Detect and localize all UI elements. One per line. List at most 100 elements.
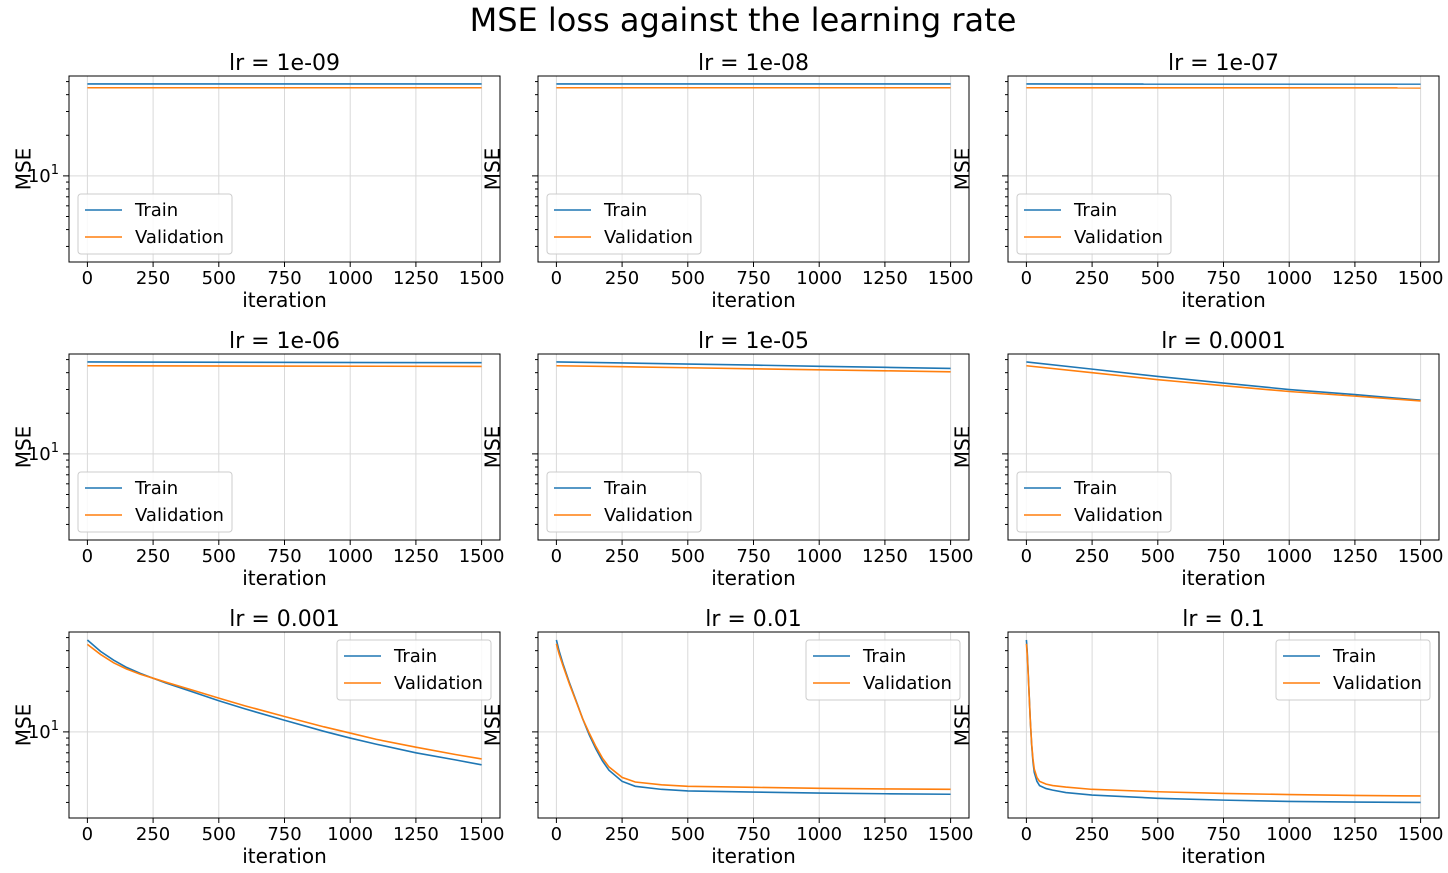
x-tick-label: 500 [671, 824, 705, 845]
y-tick-label: 101 [28, 163, 59, 187]
x-axis-label: iteration [711, 288, 796, 312]
subplot-title: lr = 1e-07 [1168, 51, 1279, 76]
legend-label-train: Train [1332, 646, 1376, 667]
x-tick-label: 500 [671, 546, 705, 567]
subplot-1: 0 250 500 750 1000 1250 1500 101 lr = 1e-09 itera… [12, 51, 505, 312]
legend-box [336, 639, 492, 701]
legend: Train Validation [77, 471, 233, 533]
legend: Train Validation [805, 639, 961, 701]
x-tick-label: 0 [1021, 546, 1032, 567]
x-tick-label: 750 [736, 268, 770, 289]
x-tick-label: 750 [1206, 268, 1240, 289]
legend-box [77, 471, 233, 533]
x-tick-label: 1000 [796, 546, 842, 567]
legend-box [546, 471, 702, 533]
subplot-7: 0 250 500 750 1000 1250 1500 101 lr = 0.001 itera… [12, 607, 505, 868]
legend: Train Validation [1275, 639, 1431, 701]
x-tick-label: 0 [82, 268, 93, 289]
x-tick-label: 750 [1206, 546, 1240, 567]
legend-label-validation: Validation [394, 673, 483, 694]
x-tick-label: 1250 [862, 546, 908, 567]
x-tick-label: 0 [82, 546, 93, 567]
x-axis-label: iteration [242, 844, 327, 868]
subplot-title: lr = 0.01 [705, 607, 802, 632]
legend-label-train: Train [134, 200, 178, 221]
y-tick-label: 101 [28, 719, 59, 743]
legend-box [805, 639, 961, 701]
x-tick-label: 1000 [796, 268, 842, 289]
x-tick-label: 1000 [1266, 546, 1312, 567]
legend-label-validation: Validation [1074, 505, 1163, 526]
x-tick-label: 1250 [393, 546, 439, 567]
x-tick-label: 250 [136, 268, 170, 289]
legend-box [1016, 471, 1172, 533]
x-tick-label: 500 [1141, 268, 1175, 289]
x-axis-label: iteration [242, 566, 327, 590]
x-tick-label: 0 [551, 824, 562, 845]
x-tick-label: 1500 [1398, 546, 1444, 567]
series-line-train [556, 361, 951, 370]
series-line-validation [556, 364, 951, 373]
x-tick-label: 1250 [393, 268, 439, 289]
x-tick-label: 1250 [1332, 824, 1378, 845]
x-tick-label: 1000 [327, 546, 373, 567]
x-tick-label: 1000 [1266, 268, 1312, 289]
subplot-title: lr = 1e-06 [229, 329, 340, 354]
x-tick-label: 500 [202, 824, 236, 845]
subplot-title: lr = 1e-05 [698, 329, 809, 354]
legend-label-train: Train [134, 478, 178, 499]
subplot-4: 0 250 500 750 1000 1250 1500 101 lr = 1e-06 itera… [12, 329, 505, 590]
series-line-train [86, 639, 482, 766]
legend-label-validation: Validation [1333, 673, 1422, 694]
subplot-title: lr = 1e-08 [698, 51, 809, 76]
x-tick-label: 0 [551, 546, 562, 567]
legend: Train Validation [77, 193, 233, 255]
series-line-validation [555, 643, 951, 791]
x-tick-label: 0 [82, 824, 93, 845]
x-tick-label: 250 [1075, 824, 1109, 845]
x-tick-label: 250 [605, 546, 639, 567]
x-tick-label: 750 [267, 824, 301, 845]
x-axis-label: iteration [711, 844, 796, 868]
legend-box [1275, 639, 1431, 701]
x-tick-label: 500 [202, 546, 236, 567]
legend: Train Validation [1016, 193, 1172, 255]
y-axis-label: MSE [951, 148, 975, 191]
x-tick-label: 250 [1075, 546, 1109, 567]
x-tick-label: 750 [736, 824, 770, 845]
legend-box [1016, 193, 1172, 255]
legend-label-validation: Validation [604, 505, 693, 526]
figure-title: MSE loss against the learning rate [470, 1, 1017, 39]
subplot-title: lr = 0.001 [229, 607, 340, 632]
legend-label-train: Train [603, 478, 647, 499]
legend: Train Validation [546, 471, 702, 533]
x-tick-label: 750 [1206, 824, 1240, 845]
x-tick-label: 500 [202, 268, 236, 289]
series-line-train [87, 361, 482, 364]
subplot-title: lr = 0.0001 [1161, 329, 1286, 354]
y-axis-label: MSE [12, 148, 36, 191]
legend: Train Validation [546, 193, 702, 255]
y-axis-label: MSE [481, 426, 505, 469]
legend: Train Validation [336, 639, 492, 701]
y-axis-label: MSE [12, 704, 36, 747]
y-axis-label: MSE [481, 148, 505, 191]
x-tick-label: 250 [605, 824, 639, 845]
y-axis-label: MSE [12, 426, 36, 469]
x-tick-label: 750 [267, 268, 301, 289]
series-line-train [1026, 361, 1421, 401]
x-tick-label: 1250 [1332, 546, 1378, 567]
x-tick-label: 1000 [327, 824, 373, 845]
x-axis-label: iteration [1181, 566, 1266, 590]
x-tick-label: 250 [136, 546, 170, 567]
x-tick-label: 500 [1141, 824, 1175, 845]
x-tick-label: 1000 [1266, 824, 1312, 845]
x-tick-label: 0 [1021, 268, 1032, 289]
x-tick-label: 500 [1141, 546, 1175, 567]
x-axis-label: iteration [1181, 844, 1266, 868]
y-axis-label: MSE [481, 704, 505, 747]
x-tick-label: 1500 [459, 268, 505, 289]
x-tick-label: 1000 [327, 268, 373, 289]
x-tick-label: 1500 [1398, 824, 1444, 845]
legend-label-train: Train [862, 646, 906, 667]
